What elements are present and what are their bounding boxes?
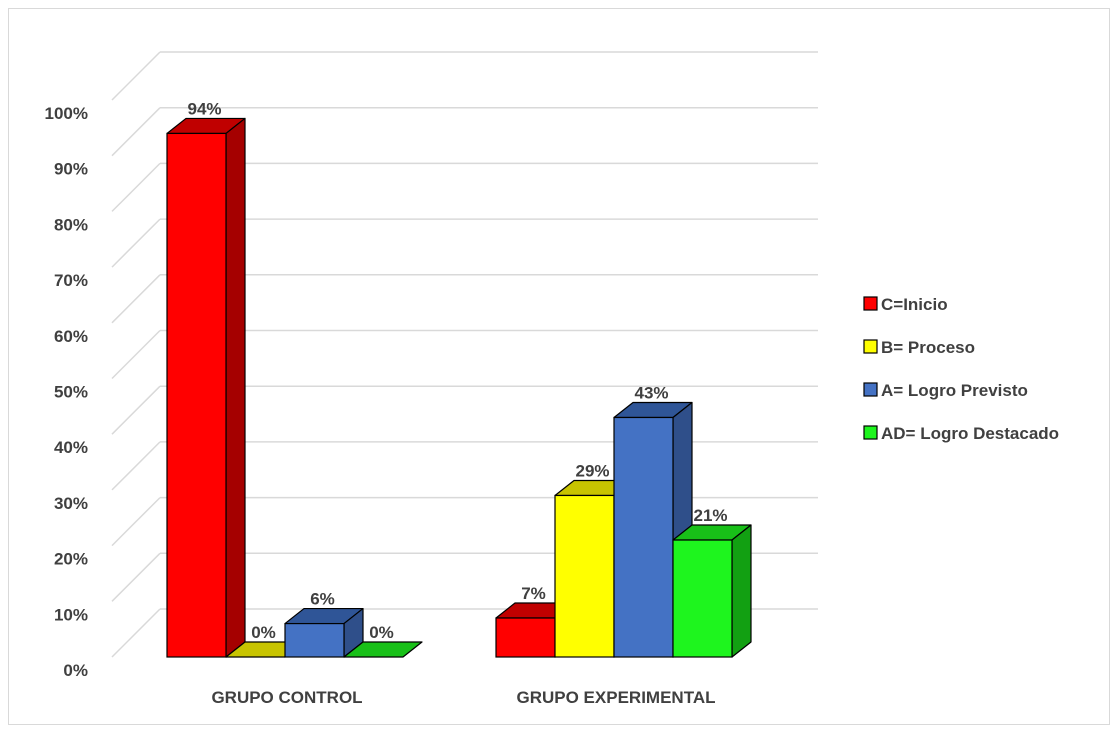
data-label: 43% — [634, 383, 668, 402]
legend-label: B= Proceso — [881, 338, 975, 357]
legend-label: AD= Logro Destacado — [881, 424, 1059, 443]
data-label: 21% — [693, 506, 727, 525]
bar-front — [166, 132, 227, 658]
bar-front — [554, 494, 615, 658]
bar-top — [343, 641, 423, 658]
legend-item: B= Proceso — [863, 338, 975, 357]
gridline-diagonal — [111, 608, 161, 658]
x-category-label: GRUPO CONTROL — [211, 688, 362, 707]
y-tick-label: 60% — [54, 327, 88, 346]
data-label: 7% — [521, 584, 546, 603]
gridline-diagonal — [111, 274, 161, 324]
legend-item: AD= Logro Destacado — [863, 424, 1059, 443]
bar — [343, 641, 423, 658]
data-label: 94% — [187, 99, 221, 118]
gridline-diagonal — [111, 441, 161, 491]
legend: C=Inicio B= Proceso A= Logro Previsto AD= L… — [863, 295, 1059, 443]
gridline-diagonal — [111, 329, 161, 380]
legend-swatch — [863, 382, 878, 397]
legend-label: C=Inicio — [881, 295, 948, 314]
bar-front — [672, 539, 733, 658]
bar — [284, 607, 364, 658]
y-axis: 0% 10% 20% 30% 40% 50% 60% 70% 80% 90% 100% — [45, 104, 88, 680]
bar — [166, 117, 246, 658]
x-category-label: GRUPO EXPERIMENTAL — [517, 688, 716, 707]
y-tick-label: 80% — [54, 215, 88, 234]
y-tick-label: 100% — [45, 104, 88, 123]
x-axis-categories: GRUPO CONTROL GRUPO EXPERIMENTAL — [211, 688, 715, 707]
bar-side — [731, 524, 752, 658]
y-tick-label: 30% — [54, 494, 88, 513]
data-label: 0% — [369, 623, 394, 642]
y-tick-label: 20% — [54, 550, 88, 569]
bar-front — [613, 416, 674, 658]
legend-label: A= Logro Previsto — [881, 381, 1028, 400]
bar-front — [495, 617, 556, 658]
data-label: 6% — [310, 590, 335, 609]
gridline-diagonal — [111, 162, 161, 212]
gridline-diagonal — [111, 385, 161, 435]
bar-side — [225, 117, 246, 658]
legend-swatch — [863, 339, 878, 354]
legend-swatch — [863, 296, 878, 311]
bar — [672, 524, 752, 658]
bar-front — [284, 622, 345, 658]
y-tick-label: 90% — [54, 160, 88, 179]
gridline-diagonal — [111, 497, 161, 547]
legend-swatch — [863, 425, 878, 440]
bars — [166, 117, 752, 658]
gridline-diagonal — [111, 107, 161, 157]
data-label: 29% — [575, 461, 609, 480]
y-tick-label: 0% — [63, 661, 88, 680]
gridline-diagonal — [111, 51, 161, 101]
data-labels: 94% 0% 6% 0% 7% 29% 43% 21% — [187, 99, 727, 642]
gridline-diagonal — [111, 218, 161, 268]
gridline-diagonal — [111, 552, 161, 602]
legend-item: A= Logro Previsto — [863, 381, 1028, 400]
gridlines — [111, 51, 818, 658]
y-tick-label: 10% — [54, 605, 88, 624]
y-tick-label: 50% — [54, 383, 88, 402]
y-tick-label: 70% — [54, 271, 88, 290]
legend-item: C=Inicio — [863, 295, 948, 314]
data-label: 0% — [251, 623, 276, 642]
y-tick-label: 40% — [54, 438, 88, 457]
